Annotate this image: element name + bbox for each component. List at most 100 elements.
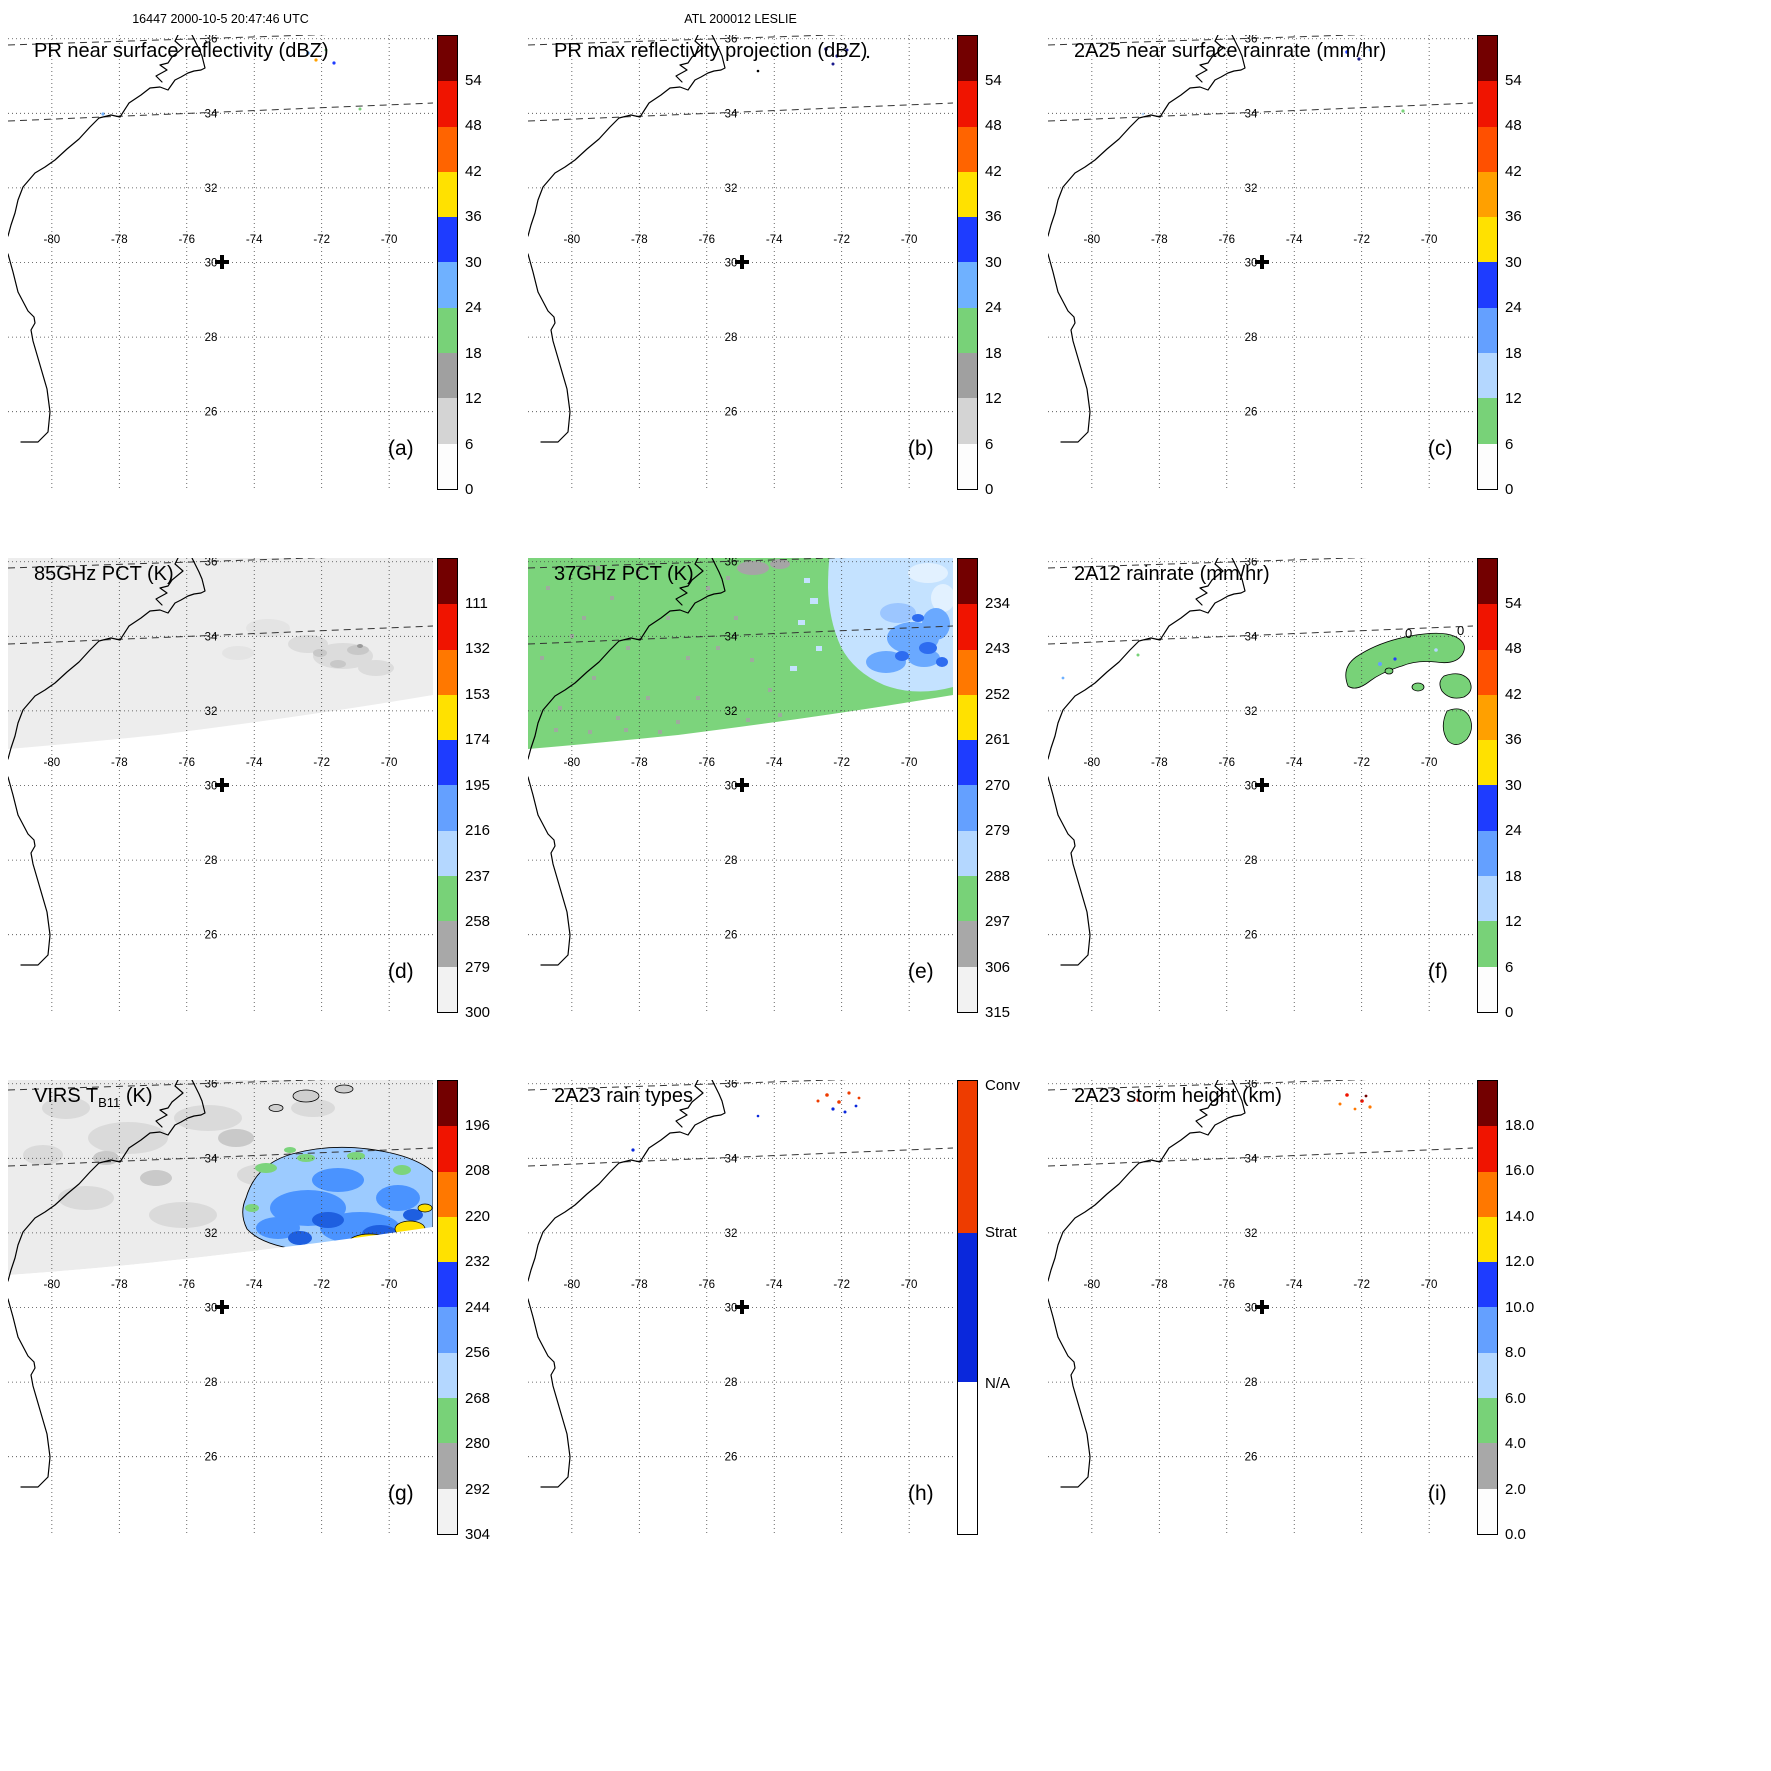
lat-tick-label: 26 [205, 1452, 218, 1464]
lon-tick-label: -76 [178, 1279, 195, 1291]
colorbar-segment [1478, 1443, 1497, 1489]
colorbar-tick-label: 2.0 [1505, 1480, 1526, 1498]
colorbar-segment [438, 443, 457, 489]
colorbar-segment [1478, 1398, 1497, 1444]
panel-letter: (h) [908, 1482, 934, 1505]
colorbar-segment [1478, 649, 1497, 695]
coastline [8, 1298, 51, 1488]
storm-center-marker [735, 1300, 749, 1314]
colorbar-dbz [437, 35, 458, 490]
colorbar-tick-label: 256 [465, 1344, 491, 1361]
colorbar-segment [958, 217, 977, 263]
virs-ir-scene [8, 1080, 433, 1535]
colorbar-segment [438, 785, 457, 831]
lon-tick-label: -80 [564, 1279, 581, 1291]
colorbar-segment [958, 649, 977, 695]
colorbar-segment [438, 921, 457, 967]
colorbar-tick-label: 54 [465, 71, 482, 89]
colorbar-tick-label: 18.0 [1505, 1116, 1535, 1134]
panel-i: -80 -78 -76 -74 -72 -70 36 34 32 30 28 26 18.0 16.0 1… [1048, 1080, 1563, 1550]
colorbar-segment [438, 1307, 457, 1353]
lat-tick-label: 34 [725, 631, 738, 643]
colorbar-segment [1478, 559, 1497, 605]
colorbar-rainrate [1477, 558, 1498, 1013]
colorbar-tick-label: 30 [985, 253, 1002, 271]
colorbar-segment [438, 966, 457, 1012]
lon-tick-label: -70 [381, 234, 398, 246]
colorbar-segment [958, 443, 977, 489]
lon-tick-label: -80 [1084, 1279, 1101, 1291]
colorbar-tick-label: 304 [465, 1526, 491, 1543]
coastline [8, 253, 51, 443]
panel-title: 85GHz PCT (K) [34, 563, 174, 585]
lat-tick-label: 32 [725, 1228, 738, 1240]
colorbar-tick-label: 24 [1505, 299, 1522, 316]
panel-title: 2A23 rain types [554, 1085, 693, 1107]
panel-h: -80 -78 -76 -74 -72 -70 36 34 32 30 28 26 Conv Strat… [528, 1078, 1043, 1550]
pr-swath-edge [8, 102, 433, 122]
lon-tick-label: -70 [1421, 1279, 1438, 1291]
colorbar-tick-label: 252 [985, 685, 1011, 703]
colorbar-tick-label: 12 [1505, 913, 1522, 930]
lat-tick-label: 36 [205, 1080, 218, 1091]
colorbar-tick-label: 10.0 [1505, 1298, 1535, 1316]
colorbar-tick-labels: 54 48 42 36 30 24 18 12 6 0 [985, 35, 1043, 500]
colorbar-tick-label: 111 [465, 594, 488, 612]
lat-tick-label: 30 [1245, 258, 1258, 270]
lon-tick-label: -80 [564, 234, 581, 246]
lon-tick-label: -72 [313, 757, 330, 769]
coastline [528, 35, 726, 237]
pr-swath-edge [8, 1147, 433, 1167]
colorbar-tick-label: 36 [465, 208, 482, 225]
coastline [1195, 1080, 1224, 1128]
lat-tick-label: 34 [1245, 108, 1258, 120]
lat-tick-label: 36 [205, 35, 218, 46]
lon-tick-label: -74 [766, 234, 783, 246]
coastline [528, 558, 726, 760]
lat-tick-label: 36 [1245, 558, 1258, 569]
colorbar-segment [958, 81, 977, 127]
lon-tick-label: -72 [833, 234, 850, 246]
colorbar-segment [438, 1081, 457, 1127]
colorbar-tb11 [437, 1080, 458, 1535]
colorbar-category-label: N/A [985, 1374, 1011, 1392]
coastline [8, 35, 206, 237]
lon-tick-label: -80 [1084, 234, 1101, 246]
colorbar-segment [438, 604, 457, 650]
colorbar-segment [438, 1488, 457, 1534]
colorbar-segment [1478, 785, 1497, 831]
panel-c: -80 -78 -76 -74 -72 -70 36 34 32 30 28 26 54 48 42 36 3… [1048, 35, 1563, 505]
tmi-rain-contours: 0 0 [1061, 623, 1472, 745]
colorbar-tick-label: 306 [985, 958, 1011, 976]
colorbar-segment [438, 1398, 457, 1444]
lon-tick-label: -76 [698, 234, 715, 246]
lat-tick-label: 32 [205, 706, 218, 718]
colorbar-tick-label: 42 [465, 162, 482, 180]
lat-tick-label: 28 [1245, 855, 1258, 867]
lat-tick-label: 30 [205, 1303, 218, 1315]
lat-tick-label: 28 [205, 855, 218, 867]
colorbar-segment [438, 126, 457, 172]
map-37ghz-pct: -80 -78 -76 -74 -72 -70 36 34 32 30 28 26 [528, 558, 953, 1013]
coastline [1048, 558, 1246, 760]
colorbar-tick-label: 315 [985, 1004, 1011, 1021]
colorbar-tick-label: 18 [1505, 867, 1522, 885]
lat-tick-label: 34 [1245, 631, 1258, 643]
map-2a12-rainrate: 0 0 -80 -78 -76 -74 -72 -70 36 34 32 30 28 26 [1048, 558, 1473, 1013]
colorbar-segment [438, 740, 457, 786]
colorbar-segment [1478, 830, 1497, 877]
lon-tick-label: -72 [1353, 234, 1370, 246]
lat-tick-label: 26 [725, 407, 738, 419]
panel-letter: (d) [388, 960, 414, 983]
colorbar-tick-label: 36 [1505, 208, 1522, 225]
colorbar-tick-label: 30 [465, 253, 482, 271]
colorbar-segment [438, 36, 457, 82]
colorbar-segment [958, 36, 977, 82]
lon-tick-label: -74 [1286, 1279, 1303, 1291]
lon-tick-label: -80 [44, 757, 61, 769]
lat-tick-label: 26 [1245, 1452, 1258, 1464]
pr-swath-edge [528, 102, 953, 122]
lon-tick-label: -78 [111, 234, 128, 246]
colorbar-tick-label: 232 [465, 1253, 491, 1270]
panel-letter: (i) [1428, 1482, 1447, 1505]
